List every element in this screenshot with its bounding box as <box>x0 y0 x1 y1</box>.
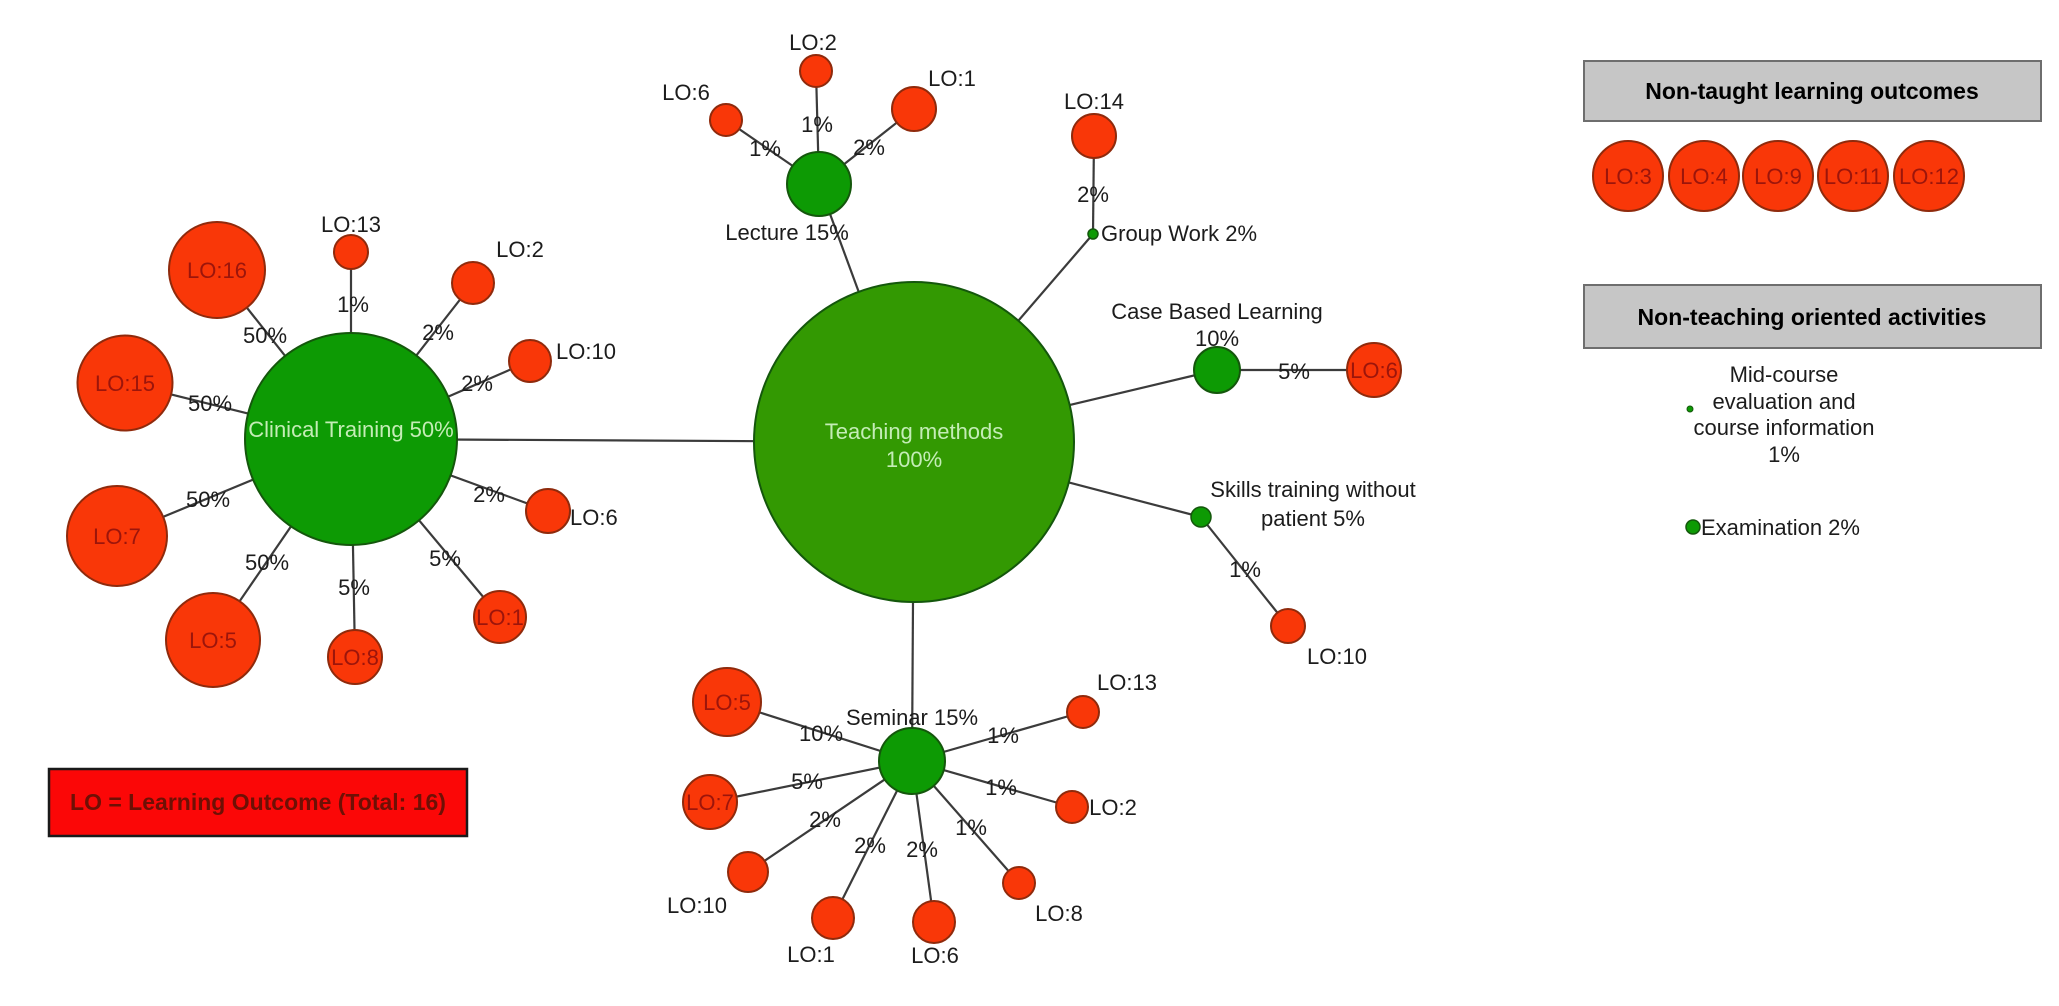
svg-text:Teaching methods: Teaching methods <box>825 419 1004 444</box>
svg-text:1%: 1% <box>985 775 1017 800</box>
svg-text:Mid-course: Mid-course <box>1730 362 1839 387</box>
svg-text:LO:1: LO:1 <box>476 605 524 630</box>
svg-text:LO:1: LO:1 <box>787 942 835 967</box>
svg-text:Clinical Training 50%: Clinical Training 50% <box>248 417 453 442</box>
svg-text:LO:13: LO:13 <box>1097 670 1157 695</box>
svg-text:1%: 1% <box>1768 442 1800 467</box>
svg-text:LO:14: LO:14 <box>1064 89 1124 114</box>
svg-text:LO:4: LO:4 <box>1680 164 1728 189</box>
svg-text:Lecture 15%: Lecture 15% <box>725 220 849 245</box>
svg-text:LO:12: LO:12 <box>1899 164 1959 189</box>
svg-text:LO:7: LO:7 <box>93 524 141 549</box>
svg-text:LO:6: LO:6 <box>1350 358 1398 383</box>
svg-text:2%: 2% <box>422 320 454 345</box>
svg-text:LO:5: LO:5 <box>189 628 237 653</box>
svg-text:5%: 5% <box>429 546 461 571</box>
svg-text:LO:2: LO:2 <box>1089 795 1137 820</box>
svg-text:1%: 1% <box>955 815 987 840</box>
svg-text:Examination 2%: Examination 2% <box>1701 515 1860 540</box>
svg-text:LO:1: LO:1 <box>928 66 976 91</box>
svg-text:1%: 1% <box>987 723 1019 748</box>
svg-text:2%: 2% <box>853 135 885 160</box>
svg-text:evaluation and: evaluation and <box>1712 389 1855 414</box>
svg-text:1%: 1% <box>1229 557 1261 582</box>
svg-text:Group Work 2%: Group Work 2% <box>1101 221 1257 246</box>
svg-text:LO:15: LO:15 <box>95 371 155 396</box>
svg-text:1%: 1% <box>749 136 781 161</box>
svg-text:LO:2: LO:2 <box>496 237 544 262</box>
svg-text:2%: 2% <box>461 371 493 396</box>
svg-text:Non-teaching oriented activiti: Non-teaching oriented activities <box>1638 304 1987 330</box>
svg-text:LO:13: LO:13 <box>321 212 381 237</box>
svg-text:LO:8: LO:8 <box>331 645 379 670</box>
svg-text:2%: 2% <box>1077 182 1109 207</box>
svg-text:1%: 1% <box>801 112 833 137</box>
svg-text:LO:11: LO:11 <box>1824 164 1882 189</box>
svg-text:LO:3: LO:3 <box>1604 164 1652 189</box>
svg-text:10%: 10% <box>1195 326 1239 351</box>
svg-text:50%: 50% <box>243 323 287 348</box>
svg-text:LO:2: LO:2 <box>789 30 837 55</box>
svg-text:LO:8: LO:8 <box>1035 901 1083 926</box>
svg-text:LO:6: LO:6 <box>662 80 710 105</box>
svg-text:Non-taught learning outcomes: Non-taught learning outcomes <box>1645 78 1979 104</box>
svg-text:LO = Learning Outcome (Total:: LO = Learning Outcome (Total: 16) <box>70 789 446 815</box>
svg-text:5%: 5% <box>338 575 370 600</box>
svg-text:patient 5%: patient 5% <box>1261 506 1365 531</box>
svg-text:Seminar 15%: Seminar 15% <box>846 705 978 730</box>
svg-text:LO:10: LO:10 <box>667 893 727 918</box>
svg-text:LO:10: LO:10 <box>556 339 616 364</box>
svg-text:5%: 5% <box>1278 359 1310 384</box>
svg-text:2%: 2% <box>473 482 505 507</box>
svg-text:LO:6: LO:6 <box>911 943 959 968</box>
svg-text:LO:7: LO:7 <box>686 790 734 815</box>
svg-text:50%: 50% <box>188 391 232 416</box>
svg-text:5%: 5% <box>791 769 823 794</box>
svg-text:50%: 50% <box>245 550 289 575</box>
svg-text:2%: 2% <box>809 807 841 832</box>
svg-text:50%: 50% <box>186 487 230 512</box>
svg-text:LO:9: LO:9 <box>1754 164 1802 189</box>
svg-text:1%: 1% <box>337 292 369 317</box>
svg-text:LO:10: LO:10 <box>1307 644 1367 669</box>
svg-text:2%: 2% <box>854 833 886 858</box>
svg-text:LO:6: LO:6 <box>570 505 618 530</box>
svg-text:2%: 2% <box>906 837 938 862</box>
svg-text:10%: 10% <box>799 721 843 746</box>
svg-text:course information: course information <box>1694 415 1875 440</box>
svg-text:Case Based Learning: Case Based Learning <box>1111 299 1323 324</box>
svg-text:Skills training without: Skills training without <box>1210 477 1415 502</box>
svg-text:LO:16: LO:16 <box>187 258 247 283</box>
svg-text:LO:5: LO:5 <box>703 690 751 715</box>
svg-text:100%: 100% <box>886 447 942 472</box>
